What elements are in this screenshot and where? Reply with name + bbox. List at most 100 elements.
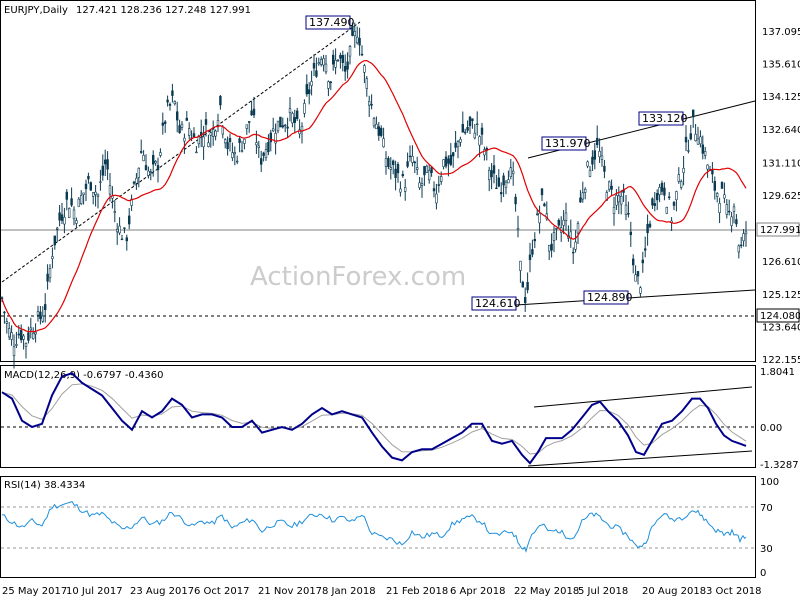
support-price-tag: 124.080 xyxy=(756,308,800,323)
annotation-124610: 124.610 xyxy=(471,296,521,311)
candle-body xyxy=(341,55,344,63)
candle-body xyxy=(713,181,717,191)
candle-body xyxy=(154,160,157,164)
candle-body xyxy=(490,170,493,178)
candle-body xyxy=(679,181,683,188)
candle-body xyxy=(212,129,215,137)
candle-body xyxy=(312,62,316,69)
candle-body xyxy=(463,131,467,134)
candle-body xyxy=(315,70,318,77)
candle-body xyxy=(677,174,681,182)
candle-body xyxy=(108,185,112,195)
candle-body xyxy=(555,227,558,230)
candle-body xyxy=(319,59,323,65)
candle-body xyxy=(324,63,328,73)
candle-body xyxy=(94,191,97,195)
candle-body xyxy=(610,185,613,190)
candle-body xyxy=(176,111,179,121)
x-tick-label: 6 Apr 2018 xyxy=(450,586,505,597)
candle-body xyxy=(562,219,565,226)
candle-body xyxy=(696,138,700,145)
candle-body xyxy=(31,332,35,339)
candle-body xyxy=(384,158,388,167)
candle-body xyxy=(164,121,167,124)
candle-body xyxy=(540,188,544,196)
x-tick-label: 10 Jul 2017 xyxy=(66,586,123,597)
candle-body xyxy=(274,133,277,144)
candle-body xyxy=(209,132,212,136)
price-candles xyxy=(0,22,748,369)
candle-body xyxy=(15,344,18,346)
candle-body xyxy=(240,150,244,152)
symbol-label: EURJPY,Daily xyxy=(4,5,68,16)
candle-body xyxy=(427,170,431,181)
candle-body xyxy=(264,149,268,159)
candle-body xyxy=(737,245,741,253)
candle-body xyxy=(639,287,642,294)
price-panel-frame xyxy=(0,0,756,362)
candle-body xyxy=(60,214,64,221)
annotation-131970: 131.970 xyxy=(541,136,591,151)
candle-body xyxy=(343,66,347,72)
macd-signal-line xyxy=(1,383,747,455)
candle-body xyxy=(658,187,661,195)
candle-body xyxy=(358,38,361,46)
candle-body xyxy=(305,84,308,95)
candle-body xyxy=(34,331,37,335)
candle-body xyxy=(401,174,404,177)
macd-label: MACD(12,26,9) -0.6797 -0.4360 xyxy=(4,370,164,381)
candle-body xyxy=(24,343,28,347)
macd-tick-top: 1.8041 xyxy=(760,367,795,378)
candle-body xyxy=(574,241,577,250)
candle-body xyxy=(451,152,455,157)
candle-body xyxy=(456,141,460,148)
candle-body xyxy=(262,152,265,156)
candle-body xyxy=(363,65,366,73)
candle-body xyxy=(334,60,337,68)
annotation-137490: 137.490 xyxy=(305,15,355,30)
price-tick-label: 123.640 xyxy=(762,322,800,333)
candle-body xyxy=(113,211,117,214)
candle-body xyxy=(655,193,659,201)
candle-body xyxy=(51,256,54,259)
candle-body xyxy=(598,151,601,158)
candle-body xyxy=(39,311,42,319)
candle-body xyxy=(295,110,299,119)
price-tick-label: 131.110 xyxy=(762,158,800,169)
x-tick-label: 21 Nov 2017 xyxy=(258,586,322,597)
svg-text:137.490: 137.490 xyxy=(309,16,355,29)
candle-body xyxy=(521,281,525,288)
candle-body xyxy=(17,333,20,336)
candle-body xyxy=(646,223,649,234)
x-tick-label: 5 Jul 2018 xyxy=(578,586,628,597)
candle-body xyxy=(68,208,71,218)
candle-body xyxy=(504,181,508,188)
candle-body xyxy=(430,167,433,173)
candle-body xyxy=(523,297,527,304)
price-tick-label: 125.125 xyxy=(762,290,800,301)
candle-body xyxy=(152,155,155,165)
candle-body xyxy=(144,165,148,171)
candle-body xyxy=(43,304,47,311)
candle-body xyxy=(236,160,239,163)
candle-body xyxy=(480,127,484,135)
price-tick-label: 134.125 xyxy=(762,92,800,103)
candle-body xyxy=(168,103,172,106)
candle-body xyxy=(267,142,270,153)
macd-main-line xyxy=(1,372,747,465)
candle-body xyxy=(226,142,229,150)
candle-body xyxy=(116,228,119,233)
x-tick-label: 22 May 2018 xyxy=(514,586,579,597)
candle-body xyxy=(99,181,102,183)
candle-body xyxy=(80,195,83,204)
candle-body xyxy=(459,139,462,143)
rsi-panel-frame xyxy=(0,476,756,578)
rsi-tick-0: 0 xyxy=(760,568,766,579)
candle-body xyxy=(727,210,731,213)
candle-body xyxy=(725,204,729,215)
svg-text:133.120: 133.120 xyxy=(642,112,688,125)
candle-body xyxy=(77,198,81,207)
candle-body xyxy=(75,220,78,224)
candle-body xyxy=(579,197,582,203)
candle-body xyxy=(377,126,380,136)
